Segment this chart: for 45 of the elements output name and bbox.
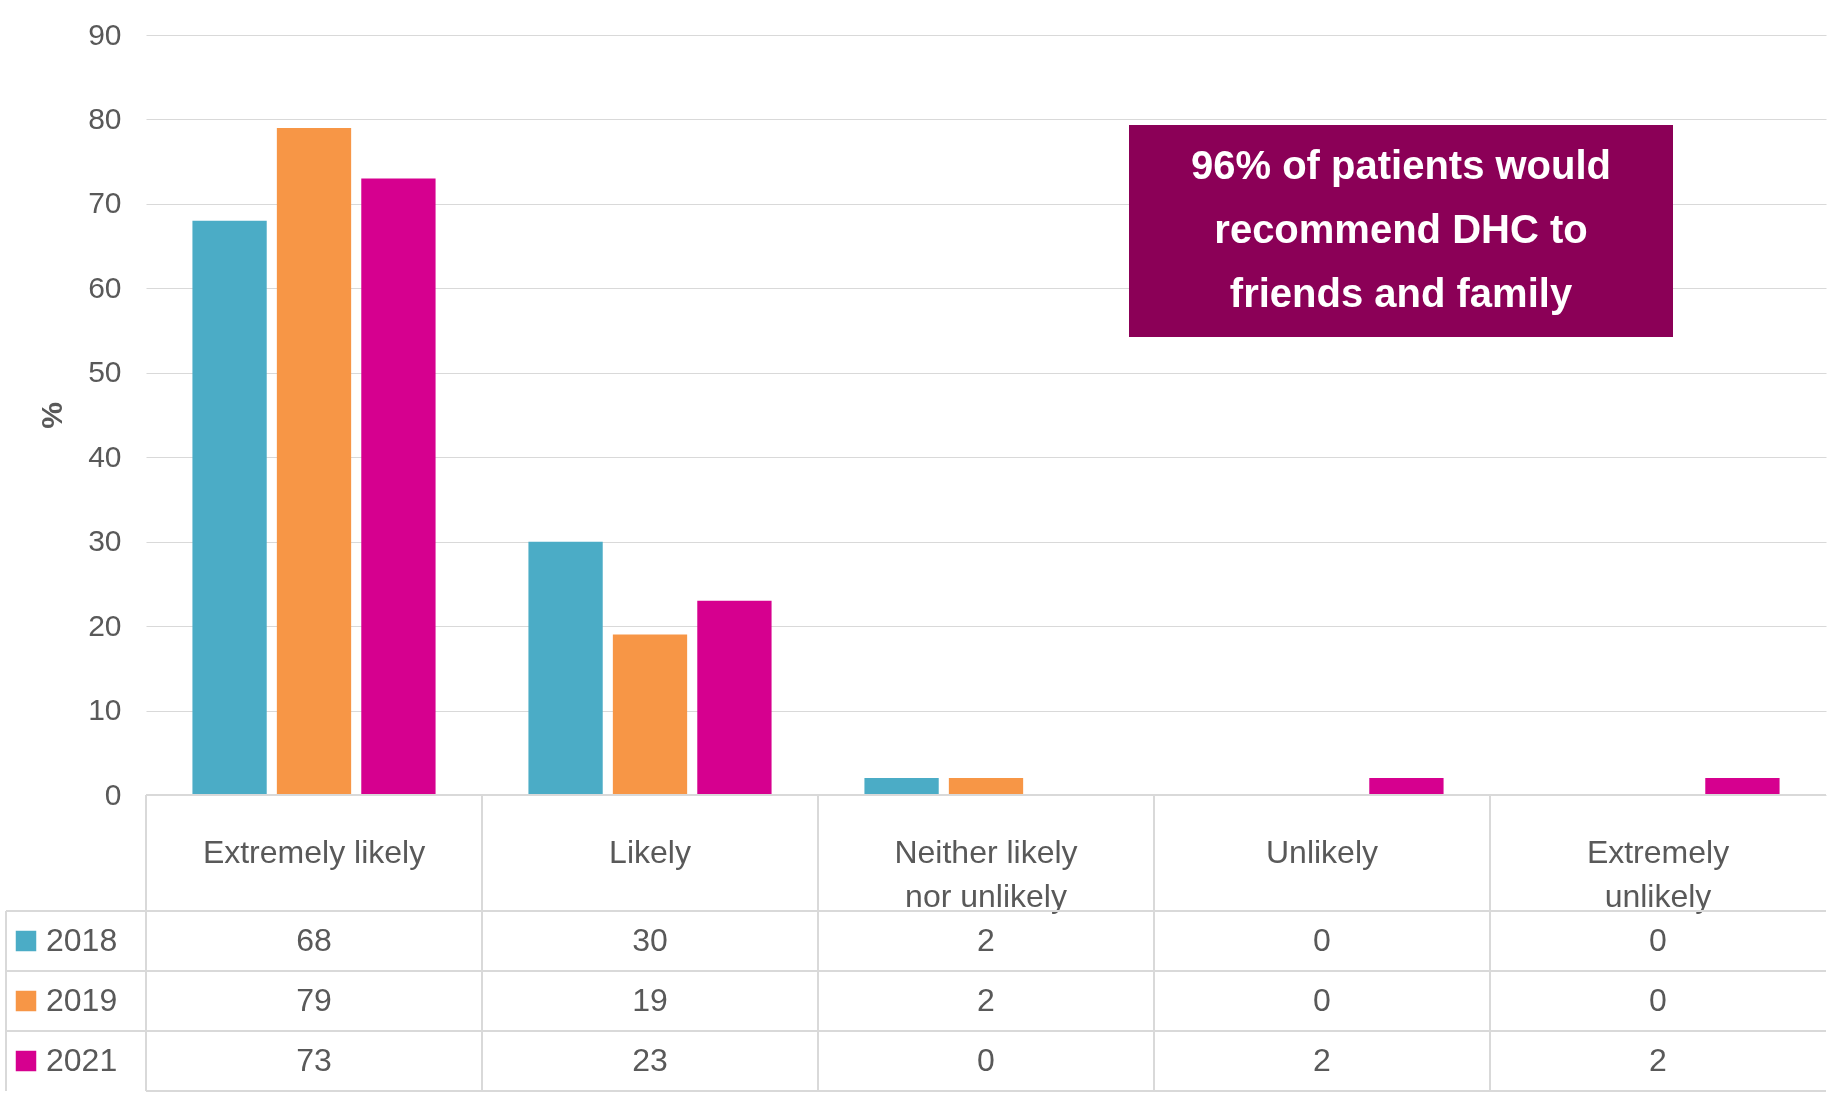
data-label: 30 xyxy=(632,922,668,958)
bar xyxy=(612,634,688,795)
data-label: 2 xyxy=(977,922,995,958)
y-axis-title: % xyxy=(35,402,69,429)
legend-label: 2021 xyxy=(46,1042,118,1078)
data-label: 2 xyxy=(1649,1042,1667,1078)
y-tick-label: 30 xyxy=(88,524,122,558)
bar xyxy=(948,778,1024,795)
x-tick-label: Extremely unlikely xyxy=(1586,834,1730,914)
data-label: 79 xyxy=(296,982,332,1018)
bar xyxy=(361,178,436,795)
bar xyxy=(1705,778,1780,795)
y-tick-label: 40 xyxy=(88,439,122,473)
bar xyxy=(697,600,772,795)
bar xyxy=(1369,778,1444,795)
annotation: 96% of patients would recommend DHC to friends and family xyxy=(1190,143,1612,315)
legend-label: 2019 xyxy=(46,982,118,1018)
x-tick-label: Likely xyxy=(609,834,691,870)
data-label: 19 xyxy=(632,982,668,1018)
bar xyxy=(276,127,352,795)
data-label: 23 xyxy=(632,1042,668,1078)
data-label: 0 xyxy=(1649,982,1667,1018)
data-label: 68 xyxy=(296,922,332,958)
y-tick-label: 0 xyxy=(104,777,122,811)
y-tick-label: 70 xyxy=(88,186,122,220)
x-tick-label: Unlikely xyxy=(1265,834,1379,870)
y-tick-label: 60 xyxy=(88,270,122,304)
data-label: 2 xyxy=(977,982,995,1018)
data-label: 0 xyxy=(977,1042,995,1078)
bar xyxy=(528,541,603,795)
y-tick-label: 50 xyxy=(88,355,122,389)
data-label: 2 xyxy=(1313,1042,1331,1078)
bar xyxy=(864,778,939,795)
x-tick-label: Neither likely nor unlikely xyxy=(894,834,1078,914)
x-tick-label: Extremely likely xyxy=(202,834,426,870)
y-tick-label: 20 xyxy=(88,608,122,642)
data-label: 0 xyxy=(1313,982,1331,1018)
bar xyxy=(192,220,267,795)
data-label: 0 xyxy=(1313,922,1331,958)
y-tick-label: 90 xyxy=(88,17,122,51)
y-tick-label: 10 xyxy=(88,693,122,727)
data-label: 73 xyxy=(296,1042,332,1078)
legend-label: 2018 xyxy=(46,922,118,958)
y-tick-label: 80 xyxy=(88,101,122,135)
data-label: 0 xyxy=(1649,922,1667,958)
